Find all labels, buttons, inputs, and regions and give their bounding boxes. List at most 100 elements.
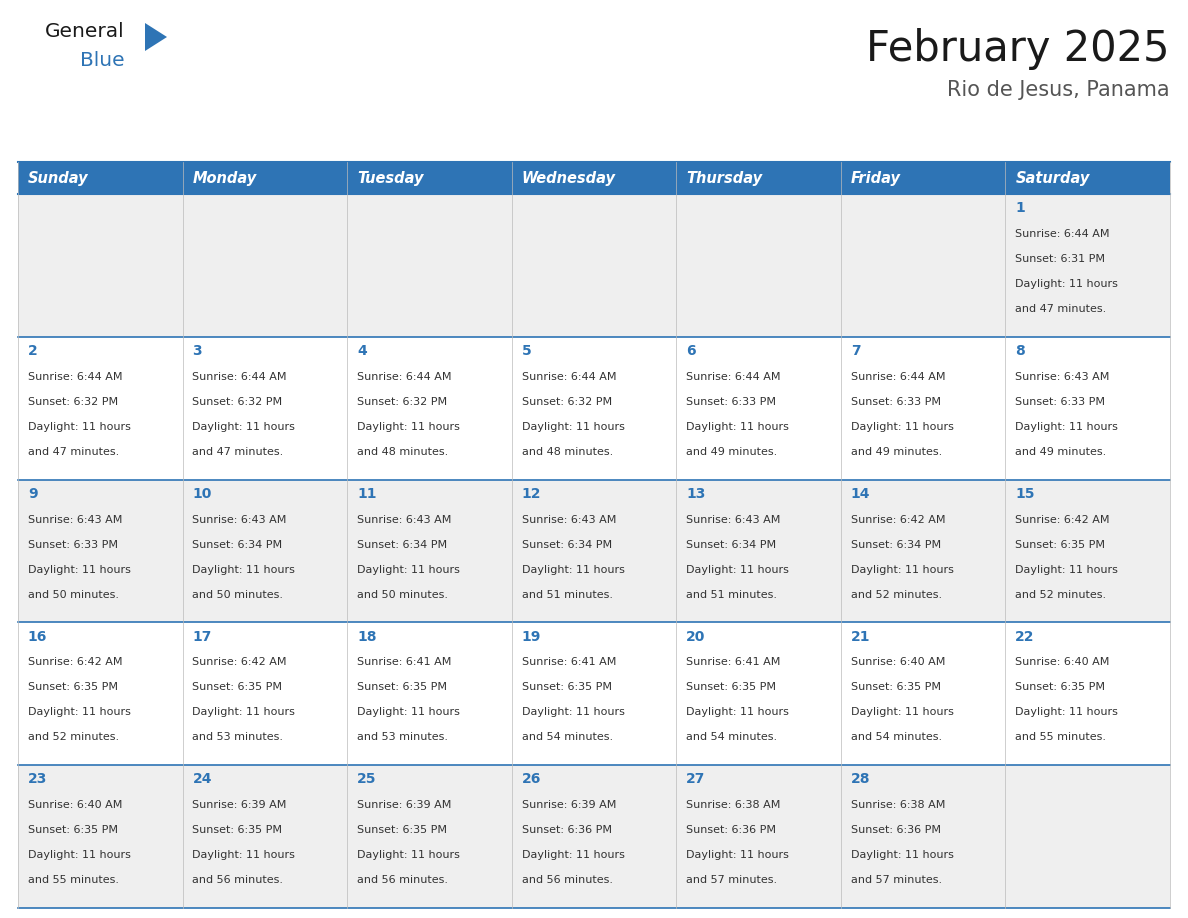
Text: 23: 23 <box>27 772 48 787</box>
Text: Sunday: Sunday <box>27 171 88 185</box>
Text: Sunrise: 6:43 AM: Sunrise: 6:43 AM <box>522 515 615 524</box>
Text: Daylight: 11 hours: Daylight: 11 hours <box>687 708 789 717</box>
Text: 12: 12 <box>522 487 541 500</box>
Text: Daylight: 11 hours: Daylight: 11 hours <box>27 708 131 717</box>
Text: 25: 25 <box>358 772 377 787</box>
Text: Daylight: 11 hours: Daylight: 11 hours <box>1016 421 1118 431</box>
Text: Sunset: 6:34 PM: Sunset: 6:34 PM <box>192 540 283 550</box>
Text: Sunset: 6:35 PM: Sunset: 6:35 PM <box>192 682 283 692</box>
Text: Daylight: 11 hours: Daylight: 11 hours <box>687 850 789 860</box>
Text: and 49 minutes.: and 49 minutes. <box>1016 447 1106 457</box>
Text: Sunrise: 6:44 AM: Sunrise: 6:44 AM <box>358 372 451 382</box>
Bar <box>183 162 347 194</box>
Text: Sunrise: 6:43 AM: Sunrise: 6:43 AM <box>1016 372 1110 382</box>
Text: and 54 minutes.: and 54 minutes. <box>522 733 613 743</box>
Text: Sunset: 6:35 PM: Sunset: 6:35 PM <box>1016 540 1105 550</box>
Text: Daylight: 11 hours: Daylight: 11 hours <box>522 850 625 860</box>
Text: 5: 5 <box>522 344 531 358</box>
Text: Daylight: 11 hours: Daylight: 11 hours <box>851 708 954 717</box>
Text: Daylight: 11 hours: Daylight: 11 hours <box>522 708 625 717</box>
Polygon shape <box>145 23 168 51</box>
Text: Sunset: 6:36 PM: Sunset: 6:36 PM <box>522 825 612 835</box>
Text: General: General <box>45 22 125 41</box>
Bar <box>347 162 512 194</box>
Text: Daylight: 11 hours: Daylight: 11 hours <box>192 565 296 575</box>
Text: 18: 18 <box>358 630 377 644</box>
Text: 28: 28 <box>851 772 871 787</box>
Text: February 2025: February 2025 <box>866 28 1170 70</box>
Text: 15: 15 <box>1016 487 1035 500</box>
Bar <box>18 162 183 194</box>
Text: Sunset: 6:31 PM: Sunset: 6:31 PM <box>1016 254 1105 264</box>
Text: Rio de Jesus, Panama: Rio de Jesus, Panama <box>947 80 1170 100</box>
Text: and 54 minutes.: and 54 minutes. <box>851 733 942 743</box>
Text: Sunrise: 6:39 AM: Sunrise: 6:39 AM <box>522 800 615 811</box>
Text: 13: 13 <box>687 487 706 500</box>
Bar <box>18 766 1170 908</box>
Text: and 53 minutes.: and 53 minutes. <box>192 733 284 743</box>
Text: Sunrise: 6:42 AM: Sunrise: 6:42 AM <box>27 657 122 667</box>
Text: Daylight: 11 hours: Daylight: 11 hours <box>687 421 789 431</box>
Bar <box>676 162 841 194</box>
Bar <box>18 622 1170 766</box>
Text: 6: 6 <box>687 344 696 358</box>
Text: 4: 4 <box>358 344 367 358</box>
Text: Sunrise: 6:44 AM: Sunrise: 6:44 AM <box>27 372 122 382</box>
Text: 26: 26 <box>522 772 541 787</box>
Bar <box>18 194 1170 337</box>
Text: and 50 minutes.: and 50 minutes. <box>27 589 119 599</box>
Text: Daylight: 11 hours: Daylight: 11 hours <box>192 421 296 431</box>
Text: and 56 minutes.: and 56 minutes. <box>522 875 613 885</box>
Text: Daylight: 11 hours: Daylight: 11 hours <box>1016 708 1118 717</box>
Text: Daylight: 11 hours: Daylight: 11 hours <box>522 421 625 431</box>
Text: Sunrise: 6:39 AM: Sunrise: 6:39 AM <box>192 800 286 811</box>
Text: Daylight: 11 hours: Daylight: 11 hours <box>27 565 131 575</box>
Text: and 57 minutes.: and 57 minutes. <box>851 875 942 885</box>
Text: Sunrise: 6:43 AM: Sunrise: 6:43 AM <box>687 515 781 524</box>
Text: Sunset: 6:35 PM: Sunset: 6:35 PM <box>851 682 941 692</box>
Text: and 52 minutes.: and 52 minutes. <box>851 589 942 599</box>
Text: Sunrise: 6:44 AM: Sunrise: 6:44 AM <box>851 372 946 382</box>
Text: Saturday: Saturday <box>1016 171 1089 185</box>
Text: 10: 10 <box>192 487 211 500</box>
Text: Sunrise: 6:40 AM: Sunrise: 6:40 AM <box>851 657 946 667</box>
Bar <box>1005 162 1170 194</box>
Text: Sunrise: 6:42 AM: Sunrise: 6:42 AM <box>1016 515 1110 524</box>
Text: Daylight: 11 hours: Daylight: 11 hours <box>522 565 625 575</box>
Text: Sunrise: 6:41 AM: Sunrise: 6:41 AM <box>687 657 781 667</box>
Text: Sunset: 6:32 PM: Sunset: 6:32 PM <box>27 397 118 407</box>
Text: Sunrise: 6:44 AM: Sunrise: 6:44 AM <box>687 372 781 382</box>
Text: Daylight: 11 hours: Daylight: 11 hours <box>27 421 131 431</box>
Text: Sunrise: 6:43 AM: Sunrise: 6:43 AM <box>358 515 451 524</box>
Text: Sunset: 6:33 PM: Sunset: 6:33 PM <box>851 397 941 407</box>
Text: Monday: Monday <box>192 171 257 185</box>
Text: and 54 minutes.: and 54 minutes. <box>687 733 777 743</box>
Text: and 56 minutes.: and 56 minutes. <box>192 875 284 885</box>
Text: and 50 minutes.: and 50 minutes. <box>358 589 448 599</box>
Text: Sunrise: 6:39 AM: Sunrise: 6:39 AM <box>358 800 451 811</box>
Text: Thursday: Thursday <box>687 171 763 185</box>
Text: 11: 11 <box>358 487 377 500</box>
Text: Daylight: 11 hours: Daylight: 11 hours <box>1016 279 1118 289</box>
Bar <box>512 162 676 194</box>
Text: 22: 22 <box>1016 630 1035 644</box>
Text: Daylight: 11 hours: Daylight: 11 hours <box>27 850 131 860</box>
Text: Sunset: 6:33 PM: Sunset: 6:33 PM <box>687 397 776 407</box>
Text: and 48 minutes.: and 48 minutes. <box>522 447 613 457</box>
Text: 16: 16 <box>27 630 48 644</box>
Text: Sunset: 6:35 PM: Sunset: 6:35 PM <box>192 825 283 835</box>
Text: Sunset: 6:32 PM: Sunset: 6:32 PM <box>358 397 447 407</box>
Text: 19: 19 <box>522 630 541 644</box>
Text: 3: 3 <box>192 344 202 358</box>
Text: Daylight: 11 hours: Daylight: 11 hours <box>851 421 954 431</box>
Text: and 55 minutes.: and 55 minutes. <box>1016 733 1106 743</box>
Text: Sunset: 6:35 PM: Sunset: 6:35 PM <box>687 682 776 692</box>
Text: 21: 21 <box>851 630 871 644</box>
Text: Daylight: 11 hours: Daylight: 11 hours <box>192 708 296 717</box>
Text: 8: 8 <box>1016 344 1025 358</box>
Text: Sunset: 6:36 PM: Sunset: 6:36 PM <box>851 825 941 835</box>
Text: Sunset: 6:35 PM: Sunset: 6:35 PM <box>358 682 447 692</box>
Text: Sunrise: 6:44 AM: Sunrise: 6:44 AM <box>1016 229 1110 239</box>
Text: Sunrise: 6:43 AM: Sunrise: 6:43 AM <box>27 515 122 524</box>
Text: Sunrise: 6:41 AM: Sunrise: 6:41 AM <box>522 657 615 667</box>
